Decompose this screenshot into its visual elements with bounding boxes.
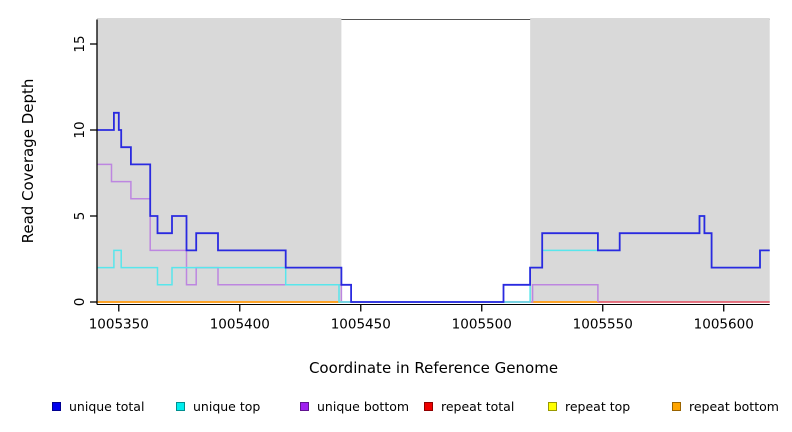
legend-item: unique bottom	[300, 399, 424, 414]
legend-swatch	[176, 402, 185, 411]
series-unique-bottom	[97, 163, 599, 303]
legend-item: unique top	[176, 399, 300, 414]
legend-item: repeat bottom	[672, 399, 792, 414]
y-axis-title: Read Coverage Depth	[19, 78, 37, 244]
legend-item: unique total	[52, 399, 176, 414]
x-tick-label: 1005550	[573, 317, 633, 333]
legend-label: unique top	[193, 399, 261, 414]
legend-swatch	[52, 402, 61, 411]
y-tick-label: 5	[72, 212, 88, 221]
x-axis-title: Coordinate in Reference Genome	[308, 359, 559, 377]
y-tick-label: 10	[72, 121, 88, 138]
legend-item: repeat top	[548, 399, 672, 414]
legend-label: unique bottom	[317, 399, 410, 414]
y-tick-label: 15	[72, 35, 88, 52]
legend-swatch	[300, 402, 309, 411]
legend: unique total unique top unique bottom repea…	[52, 399, 792, 414]
shaded-region	[97, 18, 342, 303]
legend-swatch	[672, 402, 681, 411]
y-tick-label: 0	[72, 298, 88, 307]
legend-label: repeat bottom	[689, 399, 779, 414]
x-tick-label: 1005600	[694, 317, 754, 333]
x-tick-label: 1005350	[89, 317, 149, 333]
x-tick-label: 1005400	[210, 317, 270, 333]
legend-label: unique total	[69, 399, 145, 414]
legend-label: repeat top	[565, 399, 631, 414]
shaded-region	[530, 18, 770, 303]
series-unique-total	[97, 111, 770, 303]
legend-label: repeat total	[441, 399, 515, 414]
x-tick-label: 1005500	[452, 317, 512, 333]
x-tick-label: 1005450	[331, 317, 391, 333]
legend-swatch	[548, 402, 557, 411]
plot-svg: 0 5 10 15 1005350 1005400 1005450 1005500 100555…	[72, 18, 770, 333]
legend-swatch	[424, 402, 433, 411]
legend-item: repeat total	[424, 399, 548, 414]
